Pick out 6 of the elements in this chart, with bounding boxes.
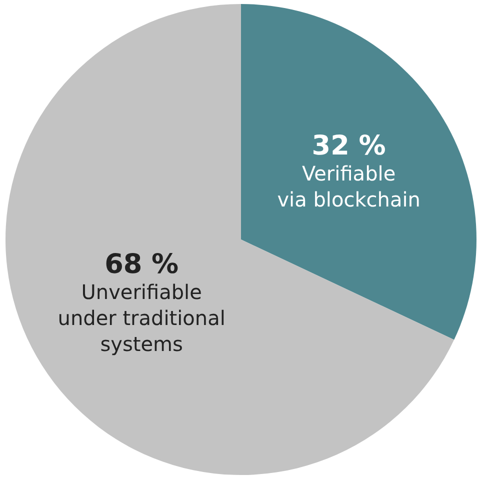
pie-slice <box>241 4 476 340</box>
slice-label: Unverifiable under traditional systems <box>58 280 226 356</box>
slice-label: Verifiable via blockchain <box>277 162 420 212</box>
pie-slice <box>6 4 454 475</box>
data-label: 32 % <box>312 130 386 162</box>
data-label: 68 % <box>104 249 179 280</box>
